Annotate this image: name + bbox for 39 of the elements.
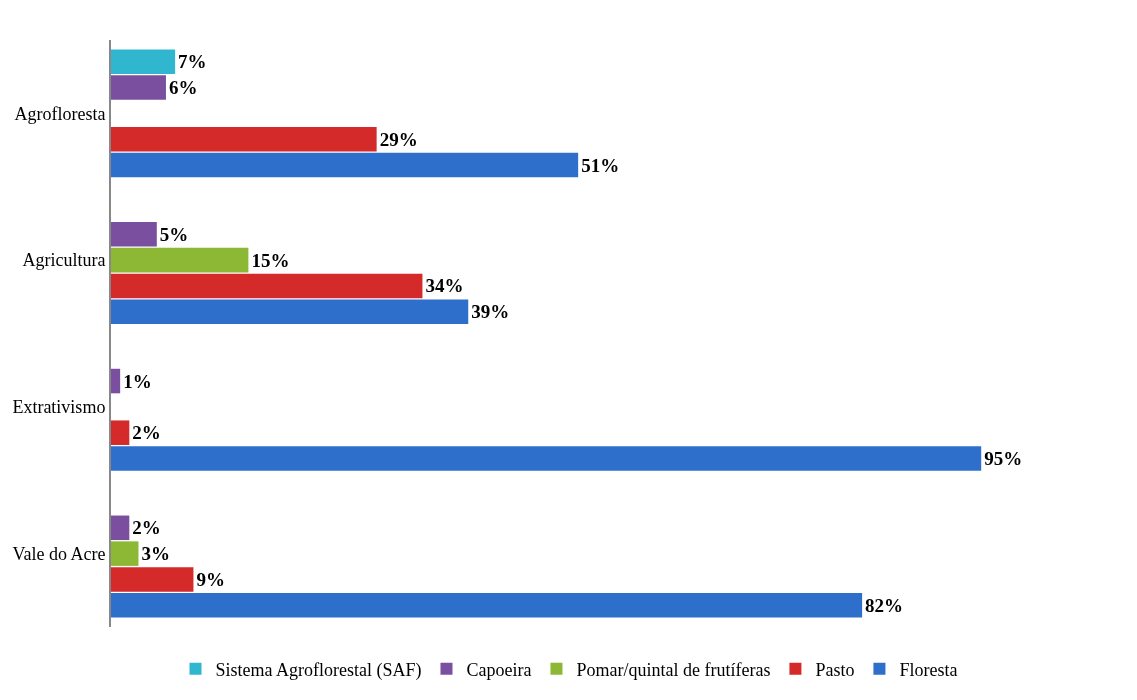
data-label: 34% [425,275,464,297]
y-tick-label: Agricultura [22,250,106,271]
data-label: 39% [471,301,510,323]
bar [111,126,377,152]
bar [111,247,249,273]
data-label: 2% [132,517,161,539]
data-label: 82% [865,594,904,616]
y-tick-label: Agrofloresta [14,103,106,124]
bar [111,541,139,566]
legend-label: Sistema Agroflorestal (SAF) [215,659,422,681]
data-label: 6% [168,77,198,99]
bar [111,75,166,100]
bar [111,299,469,325]
bar [111,368,121,394]
bar [111,152,579,178]
data-label: 29% [379,128,418,150]
bar [111,273,423,299]
bar [111,593,863,618]
bar [111,515,130,541]
data-label: 3% [141,543,170,565]
legend-label: Capoeira [466,659,532,680]
data-label: 5% [159,223,189,245]
data-label: 1% [123,370,152,392]
y-tick-label: Extrativismo [12,397,106,418]
data-label: 7% [178,51,207,73]
bar [111,567,194,592]
data-label: 2% [132,422,161,444]
legend-label: Floresta [899,659,958,680]
data-label: 15% [251,249,290,271]
bar [111,420,130,445]
legend-label: Pasto [815,659,855,680]
legend-label: Pomar/quintal de frutíferas [576,659,771,680]
bar [111,446,982,471]
bar [111,49,176,74]
y-tick-label: Vale do Acre [12,543,106,564]
data-label: 51% [581,154,620,176]
bar [111,222,157,247]
data-label: 9% [196,568,225,590]
data-label: 95% [984,448,1023,470]
